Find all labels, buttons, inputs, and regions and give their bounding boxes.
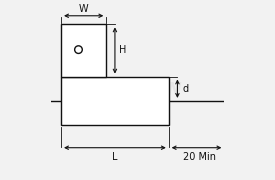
Text: TOKEN: TOKEN <box>114 81 182 99</box>
Text: 20 Min: 20 Min <box>183 152 216 162</box>
Text: L: L <box>112 152 118 162</box>
Bar <box>61 24 106 76</box>
Bar <box>61 76 169 125</box>
Text: W: W <box>79 4 89 14</box>
Text: d: d <box>182 84 188 94</box>
Text: H: H <box>119 46 127 55</box>
